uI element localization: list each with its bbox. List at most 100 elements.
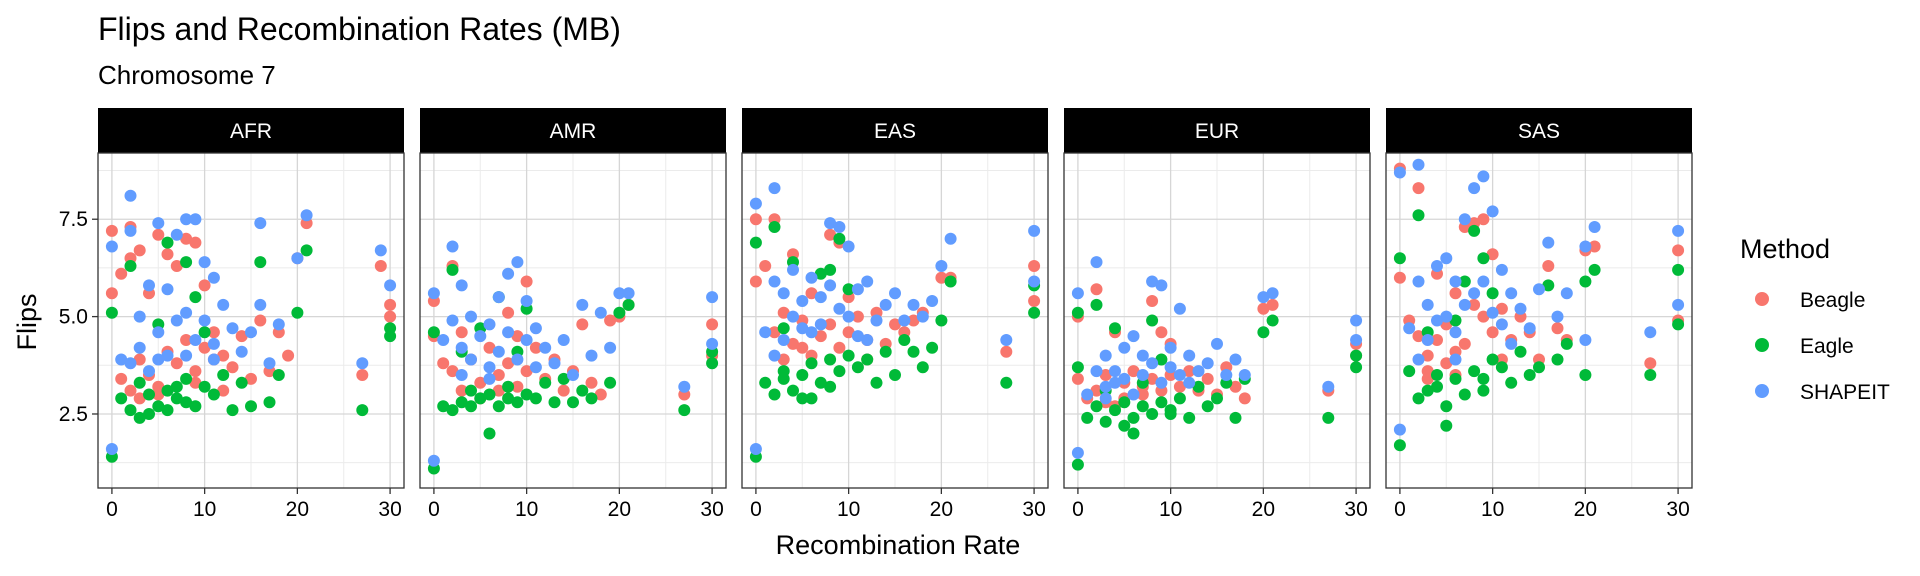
point-shapeit [935,260,948,272]
point-eagle [1393,252,1406,265]
point-shapeit [898,314,911,327]
point-beagle [1238,392,1251,405]
point-shapeit [1071,287,1084,300]
point-shapeit [474,330,487,343]
point-eagle [824,263,837,276]
point-eagle [1127,411,1140,424]
point-shapeit [1449,275,1462,288]
point-shapeit [455,279,468,292]
point-shapeit [1486,205,1499,218]
point-eagle [1229,411,1242,424]
point-shapeit [678,380,691,393]
point-shapeit [1421,334,1434,346]
point-shapeit [143,365,155,378]
point-shapeit [907,298,920,311]
point-shapeit [1495,318,1508,331]
point-shapeit [492,291,505,304]
point-beagle [1000,345,1013,358]
strip-label: SAS [1518,120,1560,143]
point-eagle [1449,314,1462,327]
point-eagle [180,256,193,269]
point-eagle [1412,392,1425,405]
point-eagle [1403,365,1416,378]
point-shapeit [1514,302,1527,315]
point-beagle [446,365,459,378]
point-shapeit [768,182,781,195]
point-beagle [189,236,202,249]
point-eagle [483,388,496,401]
point-beagle [254,314,267,327]
point-eagle [465,384,477,397]
point-shapeit [465,353,477,366]
point-beagle [805,287,818,300]
point-eagle [879,345,892,358]
point-shapeit [1118,372,1131,385]
point-beagle [217,349,230,362]
point-shapeit [777,287,790,300]
x-tick-label: 30 [1666,498,1689,521]
strip-label: EAS [874,120,916,143]
point-shapeit [759,326,772,339]
point-shapeit [198,314,211,327]
x-tick-label: 10 [515,498,538,521]
x-tick-label: 30 [378,498,401,521]
point-shapeit [1000,334,1013,346]
point-shapeit [1431,260,1443,272]
point-shapeit [1350,334,1363,346]
point-eagle [1146,408,1159,420]
point-shapeit [1164,361,1177,374]
point-shapeit [851,283,864,296]
point-shapeit [1560,287,1573,300]
point-shapeit [161,283,174,296]
point-eagle [1081,411,1094,424]
point-shapeit [180,306,193,319]
point-shapeit [1322,380,1335,393]
point-eagle [263,396,276,409]
legend-key-shapeit [1755,384,1769,398]
point-shapeit [207,353,220,366]
point-shapeit [1403,322,1416,335]
point-shapeit [455,341,468,354]
point-shapeit [511,256,524,269]
x-tick-label: 30 [1344,498,1367,521]
point-beagle [1201,372,1214,385]
strip-afr [98,108,404,153]
point-shapeit [1505,337,1518,350]
point-shapeit [1393,423,1406,436]
point-beagle [1588,240,1601,253]
point-shapeit [594,306,607,319]
point-beagle [1090,283,1103,296]
point-eagle [539,376,552,389]
point-shapeit [143,279,155,292]
point-shapeit [1468,287,1481,300]
point-beagle [1421,372,1434,385]
point-eagle [170,392,183,405]
point-beagle [1071,372,1084,385]
point-beagle [105,287,118,300]
point-shapeit [1090,256,1103,269]
y-tick-label: 7.5 [59,208,88,231]
point-beagle [207,326,220,339]
point-beagle [1440,357,1453,370]
point-eagle [483,427,496,440]
point-eagle [1579,275,1592,288]
point-eagle [889,369,901,381]
x-tick-label: 30 [1022,498,1045,521]
point-shapeit [944,232,957,245]
point-eagle [502,380,515,393]
point-eagle [1449,372,1462,385]
point-beagle [217,384,230,397]
point-shapeit [356,357,369,370]
point-shapeit [613,287,626,300]
point-shapeit [1183,376,1196,389]
point-beagle [437,357,450,370]
point-eagle [1099,415,1112,428]
x-tick-label: 30 [700,498,723,521]
point-beagle [180,334,193,346]
point-beagle [585,376,598,389]
point-beagle [777,353,790,366]
strip-amr [420,108,726,153]
point-shapeit [1412,353,1425,366]
